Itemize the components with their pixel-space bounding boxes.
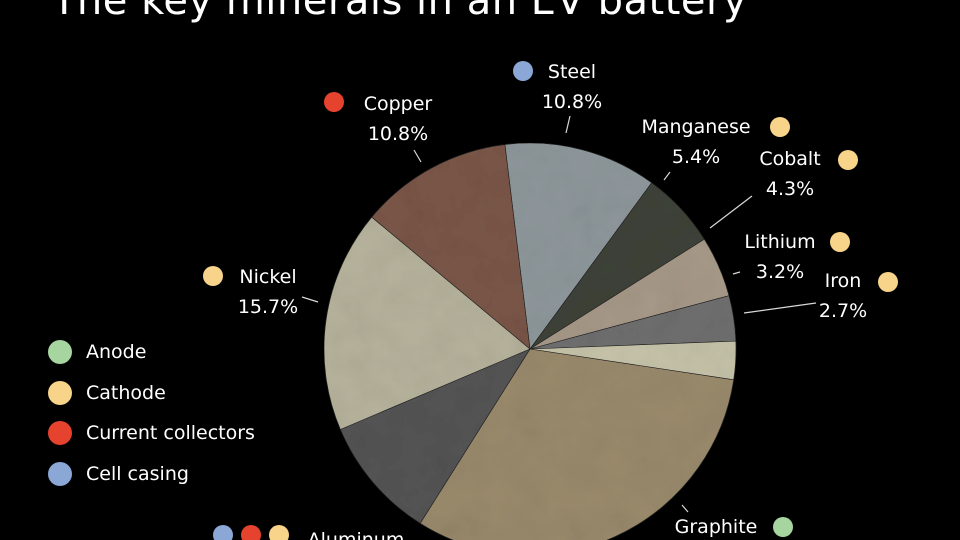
legend-swatch-cathode bbox=[48, 380, 72, 405]
pie-slice-steel bbox=[504, 142, 653, 350]
slice-value-nickel: 15.7% bbox=[238, 296, 298, 318]
leader-line-nickel bbox=[301, 296, 319, 303]
pie-slice-graphite bbox=[419, 348, 735, 540]
legend-item-cell-casing: Cell casing bbox=[48, 454, 255, 495]
legend-label-cathode: Cathode bbox=[86, 381, 166, 404]
slice-value-steel: 10.8% bbox=[542, 91, 602, 113]
leader-line-steel bbox=[565, 115, 571, 134]
slice-name-cobalt: Cobalt bbox=[759, 148, 820, 170]
leader-line-copper bbox=[413, 149, 422, 163]
category-dot-graphite bbox=[773, 517, 793, 537]
leader-lines bbox=[301, 115, 817, 513]
category-dot-nickel bbox=[203, 266, 223, 286]
slice-name-iron: Iron bbox=[825, 270, 862, 292]
leader-line-lithium bbox=[732, 271, 741, 275]
leader-line-manganese bbox=[663, 171, 671, 181]
leader-line-cobalt bbox=[709, 195, 753, 229]
category-dot-aluminum-2 bbox=[241, 525, 261, 540]
slice-name-manganese: Manganese bbox=[641, 116, 750, 138]
legend-item-current-collectors: Current collectors bbox=[48, 413, 255, 454]
slice-name-aluminum: Aluminum bbox=[308, 529, 405, 540]
slice-value-iron: 2.7% bbox=[819, 300, 867, 322]
category-dot-iron bbox=[878, 272, 898, 292]
pie-slices bbox=[323, 142, 737, 540]
legend: Anode Cathode Current collectors Cell ca… bbox=[48, 332, 255, 494]
category-dot-steel bbox=[513, 61, 533, 81]
category-dot-cobalt bbox=[838, 150, 858, 170]
slice-value-cobalt: 4.3% bbox=[766, 178, 814, 200]
slice-name-lithium: Lithium bbox=[744, 231, 815, 253]
legend-item-cathode: Cathode bbox=[48, 373, 255, 414]
slice-name-steel: Steel bbox=[548, 61, 596, 83]
legend-swatch-cell-casing bbox=[48, 461, 72, 486]
slice-value-lithium: 3.2% bbox=[756, 261, 804, 283]
legend-swatch-anode bbox=[48, 340, 72, 365]
legend-label-cell-casing: Cell casing bbox=[86, 462, 189, 485]
slice-value-copper: 10.8% bbox=[368, 123, 428, 145]
slice-labels: Steel 10.8% Manganese 5.4% Cobalt 4.3% Lithium… bbox=[203, 61, 898, 540]
category-dot-manganese bbox=[770, 117, 790, 137]
leader-line-graphite bbox=[681, 504, 689, 513]
slice-name-graphite: Graphite bbox=[675, 516, 758, 538]
legend-label-anode: Anode bbox=[86, 341, 147, 364]
category-dot-aluminum-3 bbox=[269, 525, 289, 540]
category-dot-copper bbox=[324, 92, 344, 112]
chart-title: The key minerals in an EV battery bbox=[52, 0, 748, 24]
pie-slice-aluminum bbox=[339, 348, 531, 524]
legend-label-current-collectors: Current collectors bbox=[86, 422, 255, 445]
pie-slice-nickel bbox=[323, 216, 531, 430]
slice-value-manganese: 5.4% bbox=[672, 146, 720, 168]
leader-line-iron bbox=[743, 302, 817, 314]
category-dot-lithium bbox=[830, 232, 850, 252]
legend-item-anode: Anode bbox=[48, 332, 255, 373]
slice-name-nickel: Nickel bbox=[239, 266, 296, 288]
slice-name-copper: Copper bbox=[364, 93, 433, 115]
category-dot-aluminum-1 bbox=[213, 525, 233, 540]
pie-slice-copper bbox=[371, 144, 531, 350]
legend-swatch-current-collectors bbox=[48, 421, 72, 446]
